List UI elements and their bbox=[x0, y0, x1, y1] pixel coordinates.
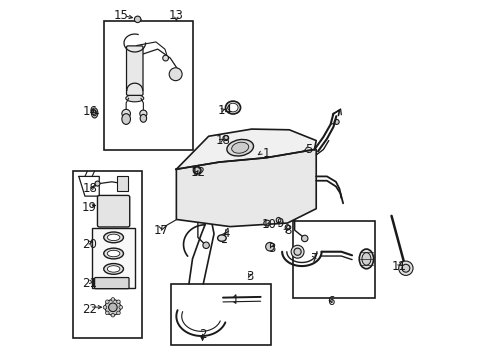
Text: 7: 7 bbox=[310, 252, 318, 265]
Text: 8: 8 bbox=[284, 224, 291, 237]
Text: 21: 21 bbox=[82, 278, 97, 291]
Text: 18: 18 bbox=[215, 134, 230, 147]
Circle shape bbox=[401, 264, 409, 272]
Text: 14: 14 bbox=[217, 104, 232, 117]
Ellipse shape bbox=[361, 253, 370, 265]
Bar bbox=[117, 176, 128, 191]
Bar bbox=[171, 284, 271, 345]
Ellipse shape bbox=[193, 166, 201, 174]
Circle shape bbox=[169, 68, 182, 81]
Ellipse shape bbox=[125, 95, 143, 102]
Circle shape bbox=[119, 306, 122, 309]
Circle shape bbox=[290, 245, 304, 258]
Ellipse shape bbox=[122, 114, 130, 125]
Bar bbox=[92, 228, 135, 288]
Text: 9: 9 bbox=[276, 216, 284, 230]
Circle shape bbox=[398, 261, 412, 275]
Polygon shape bbox=[176, 129, 316, 169]
Ellipse shape bbox=[223, 135, 228, 140]
FancyBboxPatch shape bbox=[94, 278, 129, 289]
Ellipse shape bbox=[140, 114, 146, 122]
Ellipse shape bbox=[103, 232, 123, 243]
Circle shape bbox=[103, 306, 106, 309]
Text: 6: 6 bbox=[326, 296, 334, 309]
Ellipse shape bbox=[91, 108, 98, 118]
Ellipse shape bbox=[226, 139, 253, 156]
Text: 22: 22 bbox=[82, 303, 97, 316]
Text: 20: 20 bbox=[82, 238, 97, 251]
Ellipse shape bbox=[264, 220, 270, 226]
Polygon shape bbox=[176, 149, 316, 226]
Ellipse shape bbox=[231, 142, 248, 153]
Circle shape bbox=[117, 311, 120, 315]
Circle shape bbox=[203, 242, 209, 248]
Text: 17: 17 bbox=[154, 224, 168, 237]
Text: 15: 15 bbox=[113, 9, 128, 22]
Circle shape bbox=[117, 300, 120, 303]
Circle shape bbox=[105, 300, 121, 315]
Text: 19: 19 bbox=[82, 202, 97, 215]
Text: 18: 18 bbox=[82, 183, 98, 195]
Circle shape bbox=[140, 110, 147, 117]
Bar bbox=[73, 171, 142, 338]
Ellipse shape bbox=[103, 264, 123, 274]
Ellipse shape bbox=[107, 234, 120, 240]
Text: 2: 2 bbox=[199, 328, 206, 341]
Ellipse shape bbox=[93, 110, 96, 116]
Circle shape bbox=[105, 311, 109, 315]
FancyBboxPatch shape bbox=[97, 195, 129, 227]
Text: 10: 10 bbox=[262, 218, 277, 231]
FancyBboxPatch shape bbox=[126, 46, 142, 95]
Ellipse shape bbox=[276, 217, 280, 223]
Circle shape bbox=[194, 167, 200, 174]
Circle shape bbox=[265, 242, 274, 251]
Circle shape bbox=[108, 303, 117, 312]
Circle shape bbox=[134, 16, 141, 23]
Circle shape bbox=[122, 109, 130, 118]
Text: 3: 3 bbox=[267, 242, 275, 255]
Text: 11: 11 bbox=[390, 260, 406, 273]
Ellipse shape bbox=[217, 235, 226, 241]
Ellipse shape bbox=[107, 250, 120, 257]
Circle shape bbox=[293, 248, 301, 255]
Bar bbox=[104, 22, 192, 149]
Circle shape bbox=[95, 181, 100, 186]
Ellipse shape bbox=[359, 249, 373, 269]
Ellipse shape bbox=[225, 101, 240, 114]
Text: 1: 1 bbox=[262, 147, 269, 159]
Circle shape bbox=[111, 314, 115, 317]
Ellipse shape bbox=[227, 103, 238, 112]
Text: 16: 16 bbox=[82, 105, 98, 118]
Circle shape bbox=[105, 300, 109, 303]
Circle shape bbox=[333, 120, 339, 125]
Text: 5: 5 bbox=[305, 143, 312, 156]
Circle shape bbox=[111, 298, 115, 301]
Circle shape bbox=[163, 55, 168, 61]
Text: 13: 13 bbox=[168, 9, 183, 22]
Ellipse shape bbox=[285, 225, 289, 230]
Ellipse shape bbox=[103, 248, 123, 259]
Bar bbox=[292, 221, 375, 298]
Text: 4: 4 bbox=[223, 227, 230, 240]
Circle shape bbox=[301, 235, 307, 242]
Ellipse shape bbox=[107, 266, 120, 272]
Text: 12: 12 bbox=[190, 166, 205, 179]
Text: 3: 3 bbox=[245, 270, 253, 283]
